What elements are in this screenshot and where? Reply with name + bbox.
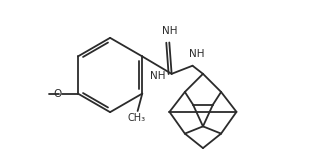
Text: CH₃: CH₃ bbox=[128, 113, 146, 123]
Text: NH: NH bbox=[189, 49, 204, 59]
Text: NH: NH bbox=[162, 26, 177, 36]
Text: O: O bbox=[53, 89, 61, 99]
Text: NH: NH bbox=[150, 71, 166, 81]
